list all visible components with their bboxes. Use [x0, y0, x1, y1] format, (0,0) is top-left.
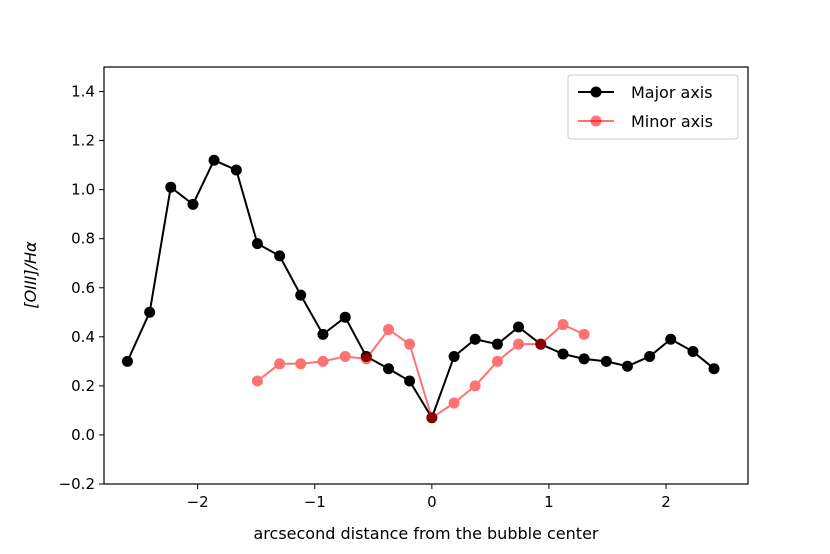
data-point-major-axis	[621, 360, 633, 372]
y-tick-label: 1.0	[71, 181, 95, 199]
data-point-minor-axis	[404, 338, 416, 350]
data-point-minor-axis	[448, 397, 460, 409]
series-minor-axis	[251, 319, 590, 424]
data-point-minor-axis	[513, 338, 525, 350]
legend-marker-major-axis	[590, 86, 602, 98]
x-tick-label: 0	[427, 493, 437, 511]
y-tick-label: 1.2	[71, 132, 95, 150]
data-point-minor-axis	[469, 380, 481, 392]
y-tick-label: −0.2	[59, 475, 95, 493]
x-tick-label: 2	[661, 493, 671, 511]
data-point-major-axis	[383, 363, 395, 375]
data-point-minor-axis	[317, 355, 329, 367]
data-point-major-axis	[469, 333, 481, 345]
data-point-major-axis	[600, 355, 612, 367]
data-point-minor-axis	[295, 358, 307, 370]
series-line-major-axis	[126, 159, 715, 419]
data-point-major-axis	[404, 375, 416, 387]
data-point-major-axis	[644, 350, 656, 362]
x-axis: −2 −1 0 1 2	[187, 484, 671, 511]
y-axis: −0.2 0.0 0.2 0.4 0.6 0.8 1.0 1.2 1.4	[59, 83, 104, 493]
series-major-axis	[121, 154, 720, 424]
x-axis-label: arcsecond distance from the bubble cente…	[254, 524, 599, 543]
legend-label-minor-axis: Minor axis	[631, 112, 713, 131]
y-tick-label: 0.8	[71, 230, 95, 248]
data-point-minor-axis	[360, 353, 372, 365]
data-point-major-axis	[165, 181, 177, 193]
data-point-minor-axis	[339, 350, 351, 362]
data-point-major-axis	[339, 311, 351, 323]
x-tick-label: −1	[304, 493, 326, 511]
plot-frame	[103, 66, 749, 485]
data-point-major-axis	[317, 328, 329, 340]
data-point-major-axis	[513, 321, 525, 333]
y-tick-label: 1.4	[71, 83, 95, 101]
data-point-major-axis	[687, 346, 699, 358]
data-point-major-axis	[665, 333, 677, 345]
data-point-minor-axis	[251, 375, 263, 387]
data-point-major-axis	[121, 355, 133, 367]
data-point-major-axis	[274, 250, 286, 262]
y-tick-label: 0.0	[71, 426, 95, 444]
data-point-minor-axis	[383, 323, 395, 335]
x-tick-label: 1	[544, 493, 554, 511]
data-point-major-axis	[230, 164, 242, 176]
data-point-major-axis	[251, 238, 263, 250]
x-tick-label: −2	[187, 493, 209, 511]
plot-area	[121, 154, 720, 424]
data-point-minor-axis	[426, 412, 438, 424]
y-tick-label: 0.6	[71, 279, 95, 297]
data-point-major-axis	[295, 289, 307, 301]
y-axis-label: [OIII]/Hα	[21, 241, 40, 309]
data-point-major-axis	[448, 350, 460, 362]
legend: Major axis Minor axis	[567, 74, 739, 140]
data-point-minor-axis	[535, 338, 547, 350]
data-point-major-axis	[708, 363, 720, 375]
y-tick-label: 0.2	[71, 377, 95, 395]
data-point-major-axis	[578, 353, 590, 365]
series-line-minor-axis	[256, 323, 585, 419]
data-point-minor-axis	[274, 358, 286, 370]
data-point-major-axis	[208, 154, 220, 166]
legend-marker-minor-axis	[590, 115, 602, 127]
data-point-minor-axis	[557, 319, 569, 331]
data-point-major-axis	[491, 338, 503, 350]
data-point-minor-axis	[491, 355, 503, 367]
data-point-minor-axis	[578, 328, 590, 340]
y-tick-label: 0.4	[71, 328, 95, 346]
data-point-major-axis	[557, 348, 569, 360]
data-point-major-axis	[144, 306, 156, 318]
data-point-major-axis	[187, 198, 199, 210]
legend-label-major-axis: Major axis	[631, 83, 713, 102]
